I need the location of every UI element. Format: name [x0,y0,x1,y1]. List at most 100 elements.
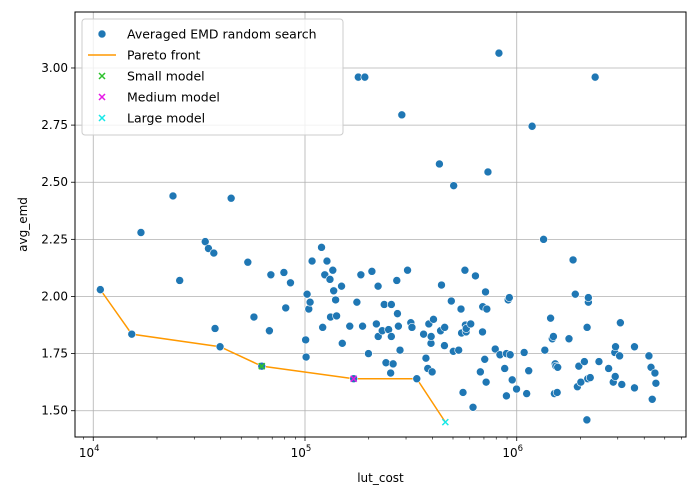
data-point [127,329,137,339]
data-point [505,293,514,302]
data-point [454,345,463,355]
legend-x-marker [98,72,106,80]
data-point [337,339,347,348]
data-point [505,350,515,360]
data-point [611,342,620,352]
data-point [500,364,509,373]
data-point [564,334,574,344]
data-point [507,375,517,385]
data-point [585,373,595,382]
data-point [580,357,589,366]
data-point [490,344,500,354]
data-point [281,303,291,313]
data-point [397,110,407,120]
data-point [644,351,654,361]
legend-label: Averaged EMD random search [127,27,317,42]
data-point [286,278,295,288]
data-point [458,388,468,397]
data-point [615,351,624,361]
legend-x-marker [98,114,106,122]
data-point [481,287,490,297]
data-point [471,271,480,281]
data-point [522,389,531,398]
data-point [524,366,534,376]
data-point [494,48,504,58]
data-point [356,270,366,280]
data-point [478,327,487,337]
y-tick-label: 3.00 [41,61,68,75]
data-point [345,321,355,331]
data-point [352,297,362,307]
data-point [266,270,276,280]
data-point [249,312,259,322]
data-point [360,72,370,82]
data-point [328,265,338,275]
data-point [407,323,417,332]
data-point [574,361,584,371]
data-point [617,380,627,389]
data-point [243,257,253,267]
data-point [421,353,431,363]
data-point [568,255,578,265]
data-point [594,357,604,366]
data-point [318,323,327,332]
model-marker-stroke [258,362,266,370]
data-point [168,191,178,201]
data-point [519,348,529,357]
x-tick-label: 106 [502,444,523,460]
data-point [482,304,492,314]
data-point [325,275,335,284]
data-point [279,268,289,277]
legend-x-marker [98,93,106,101]
data-point [647,394,657,404]
legend-label: Medium model [127,90,220,105]
data-point [630,342,639,352]
data-point [329,286,338,296]
data-point [96,285,105,294]
data-point [546,313,555,323]
data-point [549,332,558,341]
y-tick-label: 2.00 [41,289,68,303]
data-point [226,193,236,203]
data-point [460,265,470,275]
data-point [480,355,490,364]
data-point [412,374,422,384]
data-point [379,300,389,309]
data-point [553,363,562,372]
data-point [440,341,449,350]
legend-item: Averaged EMD random search [97,27,317,42]
y-tick-label: 2.75 [41,118,68,132]
data-point [576,377,586,387]
data-point [590,72,600,82]
data-point [582,323,592,332]
model-markers-layer [258,362,449,426]
data-point [265,326,274,336]
data-point [388,359,398,369]
legend: Averaged EMD random search Pareto front Sm… [81,18,344,136]
data-point [386,368,395,378]
legend-item: Large model [98,111,205,126]
legend-item: Pareto front [88,48,201,63]
data-point [604,364,613,373]
data-point [570,289,580,299]
data-point [305,297,315,307]
axis-ticks: 1.50 1.75 2.00 2.25 2.50 2.75 3.00 104 105 106 [41,61,682,460]
data-point [440,323,449,332]
data-point [209,248,219,258]
data-point [527,121,537,131]
data-point [364,349,373,358]
data-point [419,329,428,339]
y-tick-label: 1.50 [41,404,68,418]
data-point [435,159,444,169]
data-point [381,358,391,368]
data-point [426,332,436,341]
y-tick-label: 2.50 [41,175,68,189]
legend-circle-marker [97,29,107,39]
model-marker [258,362,266,370]
data-point [387,300,396,309]
data-point [301,352,311,362]
data-point [483,167,493,177]
data-point [476,367,485,377]
legend-label: Small model [127,69,205,84]
data-point [437,280,446,290]
